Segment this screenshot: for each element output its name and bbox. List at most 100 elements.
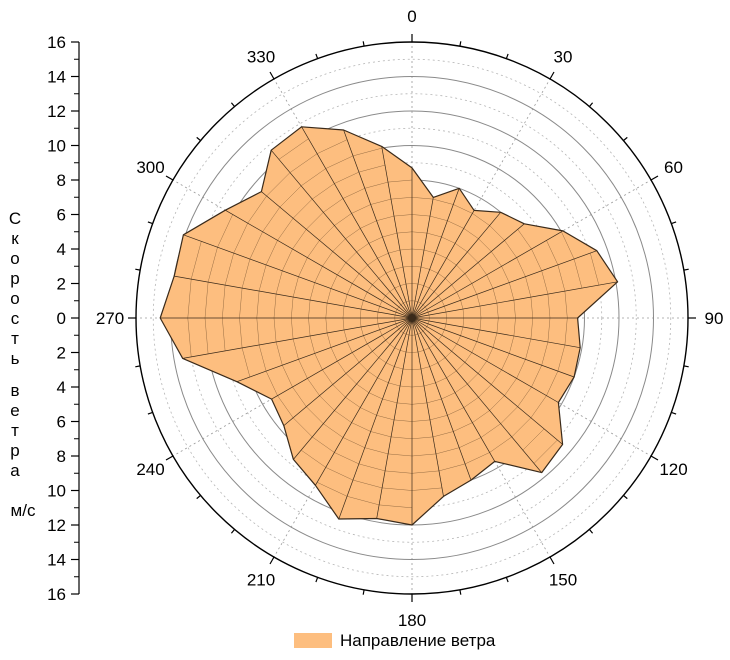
- area-mesh-ring: [356, 243, 370, 253]
- radial-tick-label: 8: [57, 171, 66, 190]
- area-mesh-ring: [445, 351, 452, 358]
- area-mesh-ring: [414, 333, 418, 336]
- area-mesh-ring: [480, 423, 501, 438]
- area-mesh-ring: [275, 270, 283, 295]
- area-mesh-ring: [406, 300, 410, 303]
- area-mesh-ring: [438, 335, 443, 341]
- area-mesh-ring: [411, 487, 443, 491]
- radial-tick-label: 12: [47, 102, 66, 121]
- area-mesh-ring: [278, 138, 309, 160]
- data-spoke: [411, 250, 597, 319]
- area-mesh-ring: [351, 273, 360, 284]
- area-mesh-ring: [378, 272, 387, 279]
- area-mesh-ring: [204, 282, 209, 319]
- area-mesh-ring: [275, 341, 283, 366]
- area-mesh-ring: [207, 247, 218, 283]
- area-mesh-ring: [479, 305, 482, 319]
- area-mesh-ring: [486, 274, 494, 289]
- grid-circle-minor: [187, 93, 637, 543]
- grid-circle-minor: [152, 58, 672, 578]
- area-mesh-ring: [381, 335, 386, 341]
- area-mesh-ring: [472, 213, 490, 226]
- area-mesh-ring: [476, 294, 481, 307]
- angle-minor-tick: [505, 53, 509, 59]
- area-mesh-ring: [426, 309, 429, 313]
- area-mesh-ring: [262, 206, 281, 232]
- area-mesh-ring: [377, 252, 389, 259]
- data-spoke: [411, 281, 618, 319]
- data-spoke: [174, 275, 413, 319]
- area-mesh-ring: [411, 248, 425, 251]
- area-mesh-ring: [417, 350, 424, 353]
- area-mesh-ring: [429, 362, 439, 367]
- radial-tick-label: 6: [57, 413, 66, 432]
- angle-major-tick: [549, 71, 555, 80]
- angle-minor-tick: [315, 577, 319, 583]
- area-mesh-ring: [435, 447, 460, 455]
- area-mesh-ring: [564, 290, 568, 319]
- area-mesh-ring: [292, 229, 307, 250]
- area-mesh-ring: [396, 231, 413, 234]
- area-mesh-ring: [399, 385, 413, 388]
- area-mesh-ring: [256, 290, 260, 319]
- area-mesh-ring: [491, 369, 502, 385]
- area-mesh-ring: [378, 357, 387, 364]
- area-mesh-ring: [325, 302, 328, 319]
- area-mesh-ring: [307, 378, 320, 396]
- radial-tick-label: 8: [57, 447, 66, 466]
- area-mesh-ring: [434, 340, 439, 345]
- area-mesh-ring: [312, 183, 335, 200]
- area-mesh-ring: [256, 317, 260, 346]
- area-mesh-ring: [496, 317, 499, 334]
- y-label-char: а: [10, 461, 20, 480]
- radial-tick-label: 14: [47, 551, 66, 570]
- area-mesh-ring: [394, 266, 404, 270]
- y-label-char: с: [11, 309, 20, 328]
- area-mesh-ring: [435, 377, 447, 384]
- area-mesh-ring: [266, 172, 291, 197]
- area-mesh-ring: [363, 335, 368, 345]
- area-mesh-ring: [376, 215, 395, 221]
- radial-tick-label: 12: [47, 516, 66, 535]
- area-mesh-ring: [403, 332, 407, 335]
- area-mesh-ring: [546, 370, 559, 396]
- data-spoke: [225, 209, 413, 319]
- area-mesh-ring: [258, 264, 267, 292]
- area-mesh-ring: [516, 257, 526, 277]
- angle-minor-tick: [362, 41, 365, 47]
- area-mesh-ring: [282, 365, 293, 388]
- angle-tick-label: 300: [136, 158, 164, 177]
- area-mesh-ring: [322, 369, 333, 385]
- radial-tick-label: 16: [47, 585, 66, 604]
- angle-tick-label: 30: [554, 48, 573, 67]
- angle-tick-label: 60: [664, 158, 683, 177]
- area-mesh-ring: [476, 329, 481, 342]
- area-mesh-ring: [396, 326, 400, 330]
- data-spoke: [411, 317, 563, 445]
- area-mesh-ring: [522, 428, 545, 451]
- angle-tick-label: 90: [705, 309, 724, 328]
- angle-minor-tick: [230, 102, 236, 107]
- angle-minor-tick: [683, 365, 689, 368]
- area-mesh-ring: [426, 323, 429, 327]
- area-mesh-ring: [308, 299, 311, 319]
- area-mesh-ring: [423, 347, 430, 351]
- area-mesh-ring: [277, 218, 294, 241]
- area-mesh-ring: [422, 304, 426, 308]
- y-label-char: т: [11, 421, 19, 440]
- area-mesh-ring: [459, 437, 482, 448]
- area-mesh-ring: [360, 407, 377, 416]
- area-mesh-ring: [530, 296, 534, 319]
- area-mesh-ring: [307, 240, 320, 258]
- area-mesh-ring: [501, 266, 510, 283]
- y-label-char: в: [10, 381, 19, 400]
- angle-tick-label: 270: [96, 309, 124, 328]
- area-mesh-ring: [337, 360, 347, 374]
- area-mesh-ring: [417, 332, 421, 335]
- data-spoke: [411, 210, 475, 319]
- area-mesh-ring: [423, 285, 430, 289]
- area-mesh-ring: [446, 370, 457, 379]
- y-label-char: т: [11, 329, 19, 348]
- area-mesh-ring: [330, 274, 338, 289]
